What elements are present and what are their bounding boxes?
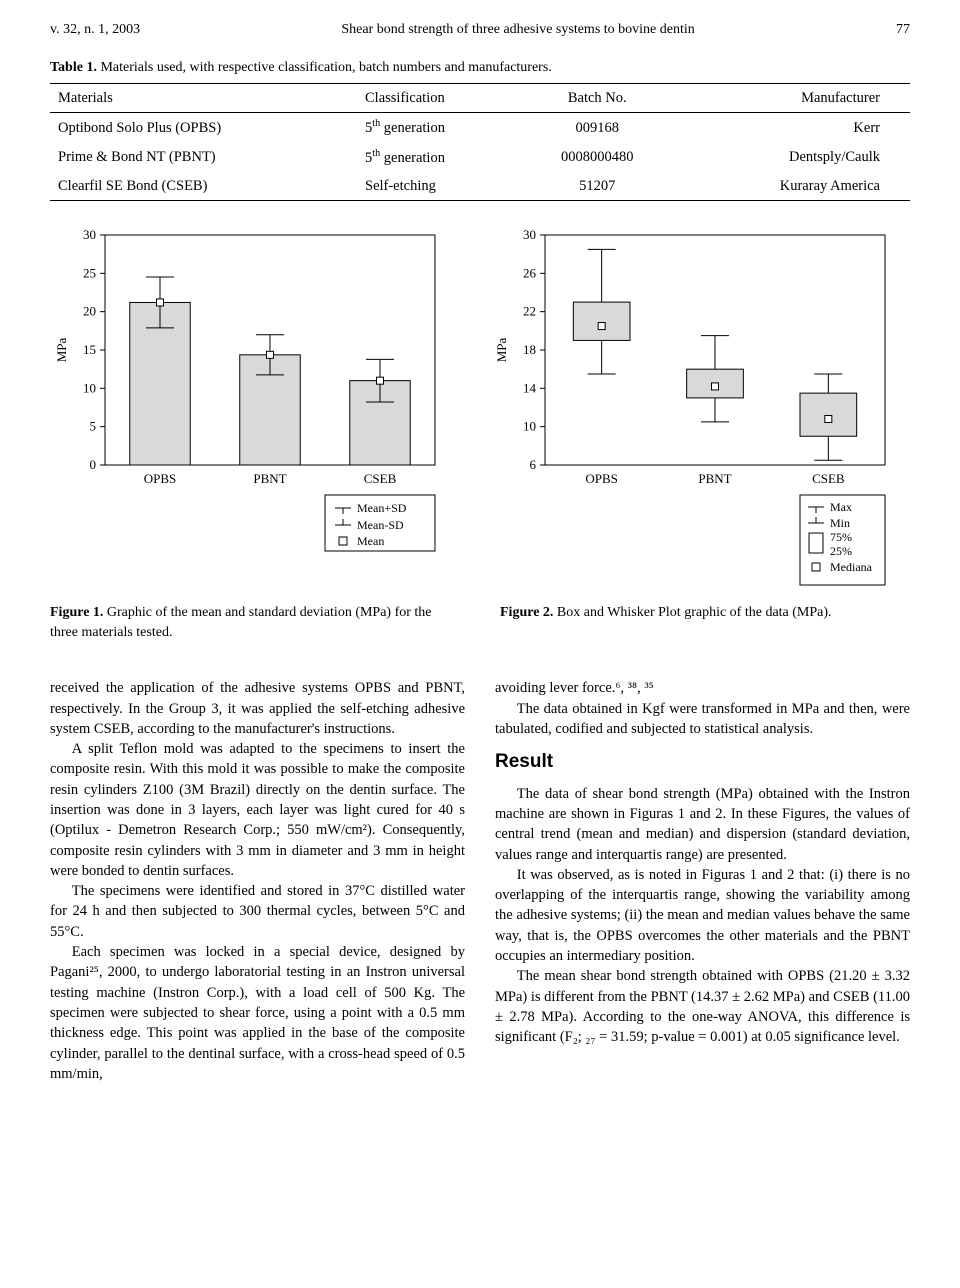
svg-text:26: 26 xyxy=(523,265,537,280)
svg-text:Min: Min xyxy=(830,516,850,530)
table-cell: Optibond Solo Plus (OPBS) xyxy=(50,113,357,143)
col-manufacturer: Manufacturer xyxy=(673,84,910,113)
col-batch: Batch No. xyxy=(521,84,673,113)
table1-caption-rest: Materials used, with respective classifi… xyxy=(97,60,552,75)
figure1-caption: Figure 1. Graphic of the mean and standa… xyxy=(50,603,460,642)
figures-row: 0 5 10 15 20 25 30 MPa OPBS PBNT CSEB Mean+SD Mean-S… xyxy=(50,225,910,595)
body-paragraph: The mean shear bond strength obtained wi… xyxy=(495,966,910,1047)
svg-text:5: 5 xyxy=(90,419,97,434)
table1-caption: Table 1. Materials used, with respective… xyxy=(50,58,910,78)
svg-text:MPa: MPa xyxy=(494,338,509,363)
table-cell: 0008000480 xyxy=(521,143,673,172)
svg-text:22: 22 xyxy=(523,304,536,319)
right-column: avoiding lever force.⁶, ³⁸, ³⁵The data o… xyxy=(495,678,910,1084)
body-paragraph: Each specimen was locked in a special de… xyxy=(50,942,465,1084)
table-cell: Kuraray America xyxy=(673,172,910,201)
svg-text:Max: Max xyxy=(830,500,852,514)
header-center: Shear bond strength of three adhesive sy… xyxy=(341,20,694,40)
body-paragraph: The data of shear bond strength (MPa) ob… xyxy=(495,784,910,865)
table-cell: Kerr xyxy=(673,113,910,143)
table-row: Optibond Solo Plus (OPBS)5th generation0… xyxy=(50,113,910,143)
svg-text:OPBS: OPBS xyxy=(144,471,177,486)
body-paragraph: The data obtained in Kgf were transforme… xyxy=(495,699,910,740)
table-cell: Dentsply/Caulk xyxy=(673,143,910,172)
svg-text:20: 20 xyxy=(83,304,96,319)
svg-text:Mediana: Mediana xyxy=(830,560,873,574)
svg-text:PBNT: PBNT xyxy=(698,471,731,486)
svg-text:Mean+SD: Mean+SD xyxy=(357,501,407,515)
figure2-caption-wrap: Figure 2. Box and Whisker Plot graphic o… xyxy=(500,595,910,642)
svg-text:15: 15 xyxy=(83,342,96,357)
table-cell: 5th generation xyxy=(357,113,521,143)
materials-table: Materials Classification Batch No. Manuf… xyxy=(50,83,910,201)
svg-text:MPa: MPa xyxy=(54,338,69,363)
table-row: Clearfil SE Bond (CSEB)Self-etching51207… xyxy=(50,172,910,201)
figure-captions-row: Figure 1. Graphic of the mean and standa… xyxy=(50,595,910,642)
svg-text:18: 18 xyxy=(523,342,536,357)
svg-text:14: 14 xyxy=(523,380,537,395)
svg-text:25: 25 xyxy=(83,265,96,280)
svg-text:30: 30 xyxy=(523,227,536,242)
svg-text:PBNT: PBNT xyxy=(253,471,286,486)
figure2-caption-bold: Figure 2. xyxy=(500,605,553,620)
table-cell: 009168 xyxy=(521,113,673,143)
svg-text:CSEB: CSEB xyxy=(364,471,397,486)
table-row: Prime & Bond NT (PBNT)5th generation0008… xyxy=(50,143,910,172)
body-columns: received the application of the adhesive… xyxy=(50,678,910,1084)
body-paragraph: The specimens were identified and stored… xyxy=(50,881,465,942)
table-cell: Clearfil SE Bond (CSEB) xyxy=(50,172,357,201)
figure1-caption-bold: Figure 1. xyxy=(50,605,103,620)
svg-text:0: 0 xyxy=(90,457,97,472)
svg-text:10: 10 xyxy=(83,380,96,395)
figure1-chart: 0 5 10 15 20 25 30 MPa OPBS PBNT CSEB Mean+SD Mean-S… xyxy=(50,225,460,565)
svg-text:30: 30 xyxy=(83,227,96,242)
svg-text:Mean-SD: Mean-SD xyxy=(357,518,404,532)
table-header-row: Materials Classification Batch No. Manuf… xyxy=(50,84,910,113)
table-cell: Self-etching xyxy=(357,172,521,201)
svg-text:25%: 25% xyxy=(830,544,852,558)
figure2-caption-rest: Box and Whisker Plot graphic of the data… xyxy=(553,605,831,620)
body-paragraph: received the application of the adhesive… xyxy=(50,678,465,739)
header-left: v. 32, n. 1, 2003 xyxy=(50,20,140,40)
svg-text:OPBS: OPBS xyxy=(585,471,618,486)
figure2-chart: 6 10 14 18 22 26 30 MPa OPBS PBNT CSEB Max Min75%25%… xyxy=(490,225,910,595)
col-classification: Classification xyxy=(357,84,521,113)
header-right: 77 xyxy=(896,20,910,40)
figure1: 0 5 10 15 20 25 30 MPa OPBS PBNT CSEB Mean+SD Mean-S… xyxy=(50,225,460,595)
table-cell: 5th generation xyxy=(357,143,521,172)
left-column: received the application of the adhesive… xyxy=(50,678,465,1084)
col-materials: Materials xyxy=(50,84,357,113)
svg-text:Mean: Mean xyxy=(357,534,384,548)
body-paragraph: avoiding lever force.⁶, ³⁸, ³⁵ xyxy=(495,678,910,698)
svg-text:6: 6 xyxy=(530,457,537,472)
figure1-caption-rest: Graphic of the mean and standard deviati… xyxy=(50,605,432,640)
table-cell: 51207 xyxy=(521,172,673,201)
figure2: 6 10 14 18 22 26 30 MPa OPBS PBNT CSEB Max Min75%25%… xyxy=(490,225,910,595)
table-cell: Prime & Bond NT (PBNT) xyxy=(50,143,357,172)
body-paragraph: A split Teflon mold was adapted to the s… xyxy=(50,739,465,881)
svg-text:75%: 75% xyxy=(830,530,852,544)
figure1-caption-wrap: Figure 1. Graphic of the mean and standa… xyxy=(50,595,460,642)
body-paragraph: It was observed, as is noted in Figuras … xyxy=(495,865,910,966)
svg-text:CSEB: CSEB xyxy=(812,471,845,486)
svg-text:10: 10 xyxy=(523,419,536,434)
figure2-caption: Figure 2. Box and Whisker Plot graphic o… xyxy=(500,603,910,623)
page-header: v. 32, n. 1, 2003 Shear bond strength of… xyxy=(50,20,910,40)
table1-caption-bold: Table 1. xyxy=(50,60,97,75)
result-heading: Result xyxy=(495,749,910,776)
